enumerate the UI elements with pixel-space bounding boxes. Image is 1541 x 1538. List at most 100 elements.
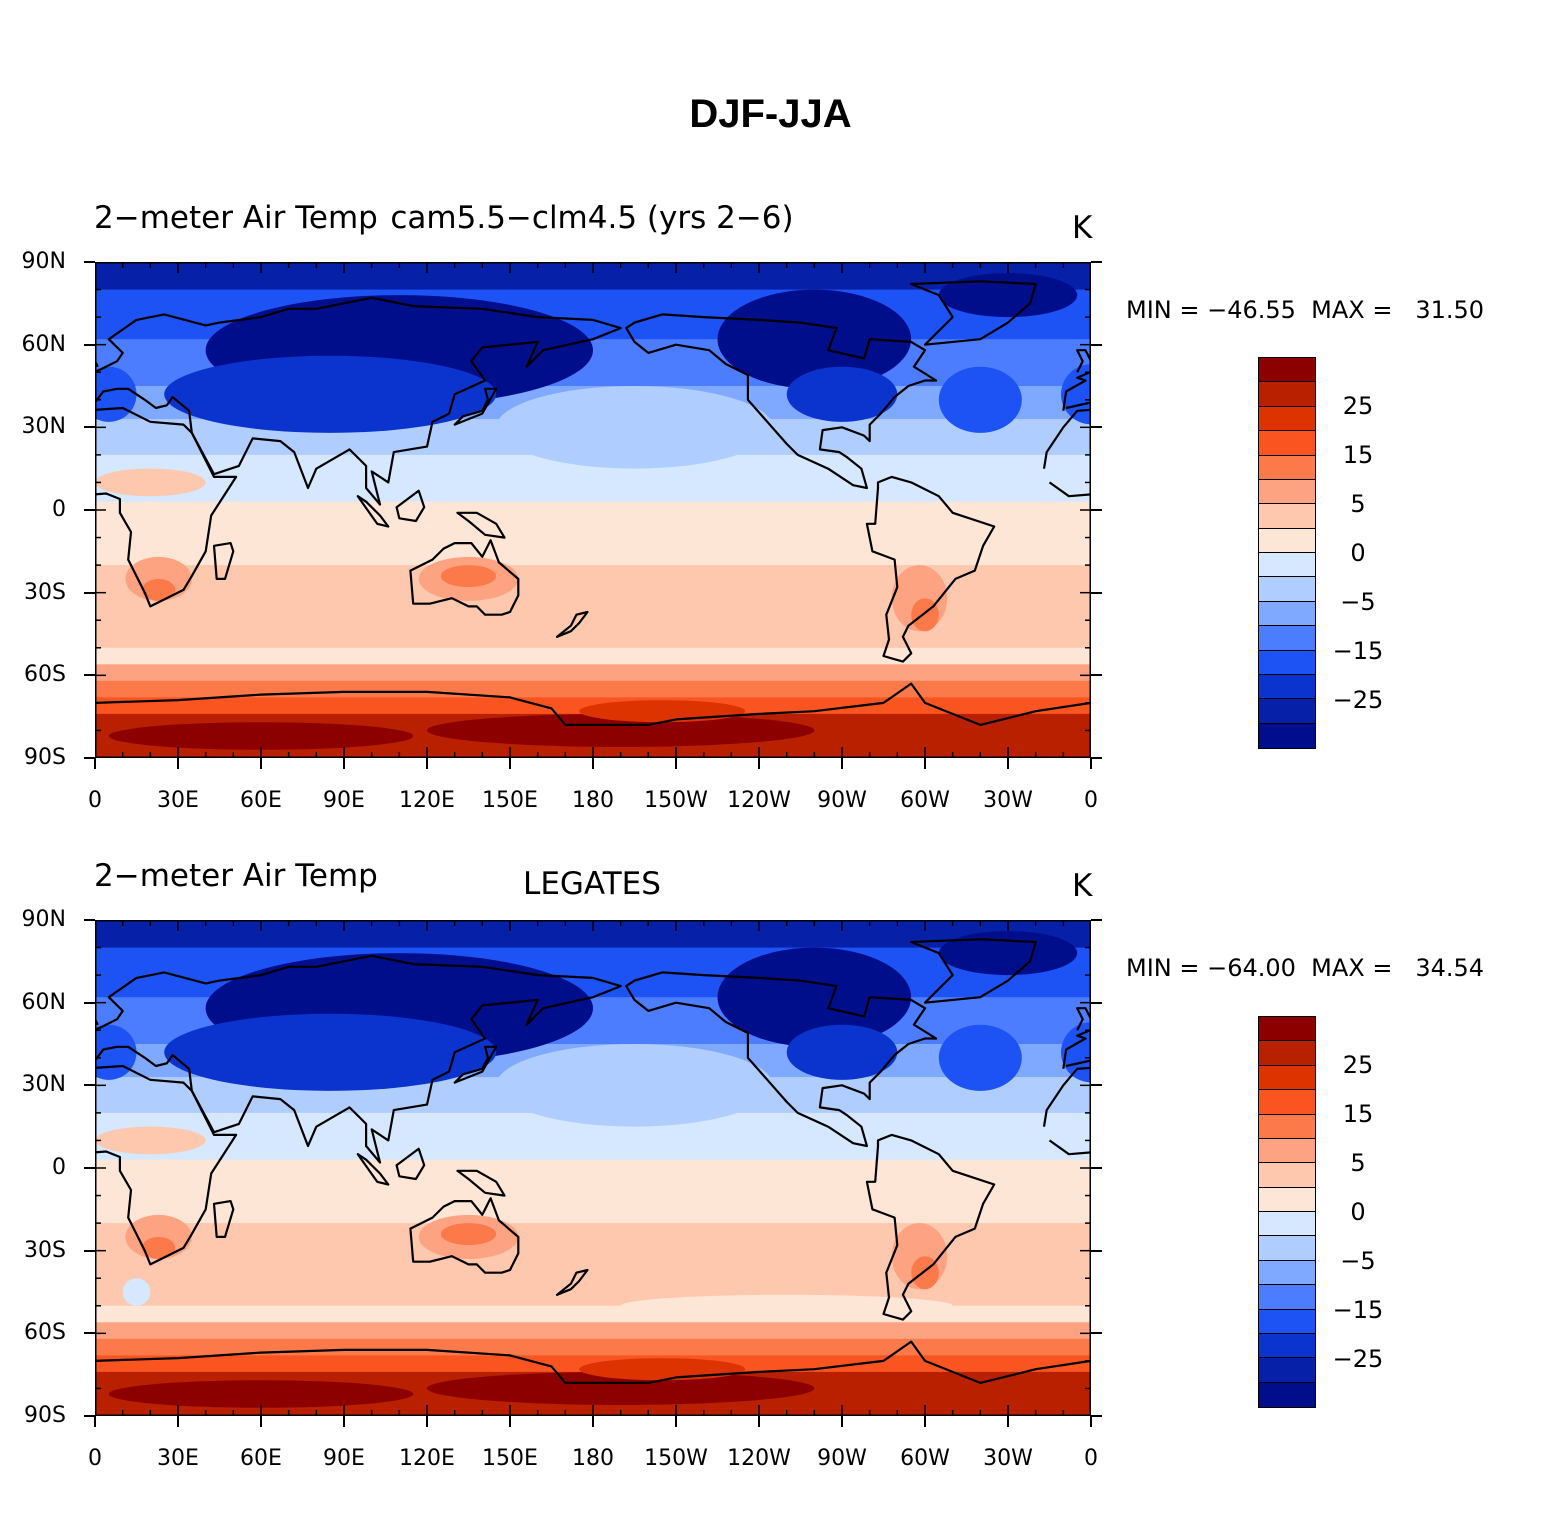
y-tick-outer [84, 261, 95, 263]
x-tick-outer [343, 758, 345, 769]
x-tick-label: 120W [727, 1446, 791, 1471]
y-tick-outer [84, 509, 95, 511]
coastline-samerica [865, 475, 996, 663]
temperature-map [95, 920, 1091, 1416]
coastline-newguinea [456, 1169, 506, 1197]
x-tick-outer [426, 758, 428, 769]
colorbar-box [1259, 1090, 1315, 1115]
coastline-sumatra [356, 495, 390, 528]
y-tick-label: 0 [52, 1155, 66, 1180]
colorbar-box [1259, 455, 1315, 480]
colorbar-box [1259, 1309, 1315, 1334]
y-tick-outer [84, 919, 95, 921]
x-tick-outer [1090, 1416, 1092, 1427]
coastline-nz [555, 1268, 589, 1296]
x-tick-label: 60E [240, 788, 282, 813]
x-tick-outer [675, 758, 677, 769]
y-tick-label: 60N [21, 989, 66, 1015]
coastline-samerica [865, 1133, 996, 1321]
y-tick-outer [1091, 1415, 1102, 1417]
min-max-label: MIN = −46.55 MAX = 31.50 [1126, 296, 1485, 324]
y-tick-label: 90N [21, 907, 66, 932]
colorbar-label: −25 [1332, 686, 1384, 714]
x-tick-outer [924, 1416, 926, 1427]
y-tick-outer [1091, 1332, 1102, 1335]
colorbar-box [1259, 650, 1315, 675]
y-tick-outer [84, 1249, 95, 1252]
colorbar-label: −25 [1332, 1345, 1384, 1373]
coastline-eurasia [95, 954, 622, 1164]
y-tick-label: 90N [21, 249, 66, 274]
colorbar [1258, 1016, 1316, 1408]
x-tick-outer [177, 758, 179, 769]
x-tick-outer [260, 1416, 262, 1427]
y-tick-outer [1091, 919, 1102, 921]
x-tick-label: 60W [900, 788, 950, 813]
panel-left-title: 2−meter Air Temp [94, 200, 378, 236]
colorbar-box [1259, 699, 1315, 724]
coastline-namerica [625, 971, 938, 1148]
colorbar-label: −15 [1332, 637, 1384, 665]
colorbar-box [1259, 1138, 1315, 1164]
y-tick-label: 30N [21, 414, 66, 440]
contour-regions [95, 273, 1091, 750]
colorbar-box [1259, 1114, 1315, 1139]
x-tick-label: 150W [644, 1446, 708, 1471]
x-tick-label: 30W [983, 788, 1033, 813]
y-tick-outer [84, 1001, 95, 1004]
y-tick-outer [84, 426, 95, 429]
y-tick-outer [1091, 591, 1102, 594]
coastline-nz [555, 610, 589, 638]
y-tick-outer [1091, 1001, 1102, 1004]
coastline-australia [409, 1197, 520, 1274]
coastlines [95, 938, 1091, 1384]
colorbar-box [1259, 601, 1315, 627]
coastline-uk-wrap [1076, 349, 1091, 373]
y-tick-label: 90S [24, 745, 66, 770]
y-tick-label: 0 [52, 497, 66, 522]
x-tick-outer [758, 758, 760, 769]
colorbar-box [1259, 1285, 1315, 1310]
x-tick-outer [509, 758, 511, 769]
y-tick-outer [1091, 757, 1102, 759]
x-tick-label: 90E [323, 788, 365, 813]
y-tick-label: 90S [24, 1403, 66, 1428]
x-tick-label: 180 [572, 788, 614, 813]
x-tick-label: 150E [482, 1446, 538, 1471]
x-tick-outer [1007, 1416, 1009, 1427]
coastline-borneo [395, 1147, 426, 1181]
colorbar-label: 5 [1350, 1149, 1366, 1177]
colorbar-box [1259, 1333, 1315, 1359]
y-tick-outer [84, 757, 95, 759]
coastline-newguinea [456, 511, 506, 539]
panel-units: K [1072, 868, 1093, 904]
colorbar-box [1259, 431, 1315, 456]
x-tick-outer [758, 1416, 760, 1427]
x-tick-label: 0 [1084, 1446, 1098, 1471]
x-tick-label: 120E [399, 1446, 455, 1471]
y-tick-outer [1091, 261, 1102, 263]
axis-ticks [95, 262, 1091, 758]
y-tick-label: 60S [24, 662, 66, 688]
x-tick-label: 90E [323, 1446, 365, 1471]
colorbar-label: 25 [1342, 1051, 1374, 1079]
x-tick-label: 60E [240, 1446, 282, 1471]
x-tick-outer [1090, 758, 1092, 769]
x-tick-label: 180 [572, 1446, 614, 1471]
x-tick-label: 150W [644, 788, 708, 813]
figure-title: DJF-JJA [689, 92, 852, 136]
x-tick-label: 60W [900, 1446, 950, 1471]
x-tick-outer [841, 1416, 843, 1427]
y-tick-outer [1091, 674, 1102, 677]
x-tick-label: 120W [727, 788, 791, 813]
colorbar-box [1259, 504, 1315, 529]
x-tick-outer [177, 1416, 179, 1427]
colorbar-box [1259, 528, 1315, 553]
y-tick-outer [84, 1084, 95, 1087]
colorbar-box [1259, 626, 1315, 651]
colorbar-box [1259, 723, 1315, 748]
x-tick-outer [343, 1416, 345, 1427]
colorbar-label: −5 [1340, 1247, 1376, 1275]
y-tick-outer [84, 674, 95, 677]
y-tick-outer [1091, 509, 1102, 511]
